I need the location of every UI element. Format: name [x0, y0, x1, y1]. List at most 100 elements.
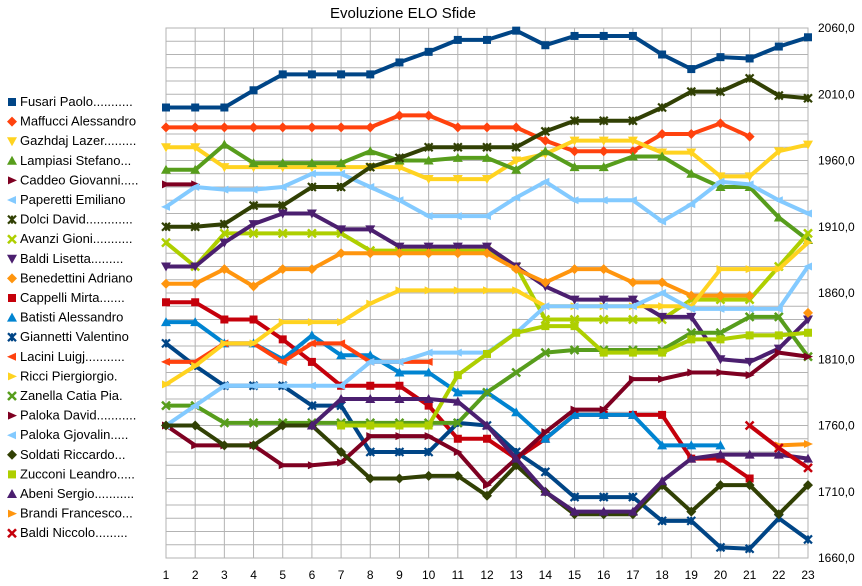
data-point — [745, 371, 755, 380]
data-point — [657, 129, 668, 139]
data-point — [599, 31, 608, 40]
y-tick-label: 2010,0 — [818, 87, 855, 101]
data-point — [540, 126, 551, 137]
data-point — [744, 420, 755, 431]
data-point — [161, 237, 171, 248]
data-point — [306, 209, 317, 219]
data-point — [803, 307, 813, 318]
legend-label: Zanella Catia Pia. — [20, 388, 123, 403]
data-point — [336, 394, 347, 403]
data-point — [512, 286, 522, 295]
data-point — [365, 162, 376, 172]
data-point — [570, 31, 579, 40]
data-point — [774, 90, 784, 101]
series-ricci-piergiorgio — [162, 238, 813, 389]
x-tick-label: 4 — [250, 568, 257, 582]
data-point — [394, 163, 405, 173]
data-point — [452, 242, 463, 252]
y-tick-label: 1860,0 — [818, 286, 855, 300]
data-point — [569, 506, 580, 516]
data-point — [744, 73, 755, 84]
data-point — [657, 516, 667, 526]
x-tick-label: 17 — [626, 568, 640, 582]
data-point — [190, 401, 200, 410]
data-point — [658, 302, 668, 311]
data-point — [803, 228, 813, 239]
legend-label: Baldi Niccolo......... — [20, 525, 128, 540]
data-point — [804, 328, 812, 337]
data-point — [628, 375, 638, 384]
legend-label: Batisti Alessandro — [20, 310, 123, 325]
data-point — [511, 453, 522, 463]
data-point — [337, 458, 347, 467]
data-point — [627, 136, 638, 146]
data-point — [336, 339, 346, 348]
legend-label: Brandi Francesco... — [20, 506, 133, 521]
data-point — [599, 348, 608, 357]
data-point — [570, 322, 579, 331]
data-point — [482, 387, 492, 398]
data-point — [190, 221, 200, 232]
data-point — [482, 242, 492, 252]
data-point — [277, 122, 288, 133]
data-point — [803, 140, 813, 150]
data-point — [744, 290, 755, 301]
data-point — [657, 312, 668, 322]
data-point — [716, 335, 725, 344]
data-point — [277, 228, 288, 239]
data-point — [277, 209, 288, 219]
data-point — [569, 345, 580, 355]
x-tick-label: 12 — [480, 568, 494, 582]
data-point — [482, 152, 492, 162]
data-point — [394, 447, 405, 457]
data-point — [627, 151, 638, 161]
series-abeni-sergio — [306, 394, 813, 516]
data-point — [161, 338, 171, 349]
data-point — [161, 164, 171, 174]
grid — [165, 27, 809, 559]
data-point — [219, 238, 230, 248]
data-point — [715, 182, 726, 191]
data-point — [161, 420, 171, 431]
legend-entry: Baldi Lisetta......... — [7, 251, 123, 266]
data-point — [190, 183, 200, 191]
legend-entry: Paloka Gjovalin..... — [7, 427, 128, 442]
legend-entry: Maffucci Alessandro — [7, 114, 136, 129]
data-point — [715, 118, 726, 129]
data-point — [569, 162, 580, 172]
data-point — [336, 225, 347, 235]
data-point — [511, 193, 521, 202]
data-point — [773, 212, 784, 222]
legend-label: Paloka Gjovalin..... — [20, 427, 128, 442]
legend-entry: Zucconi Leandro..... — [8, 466, 135, 481]
data-point — [248, 122, 259, 133]
data-point — [452, 396, 463, 406]
x-tick-label: 20 — [714, 568, 728, 582]
data-point — [365, 248, 376, 259]
legend-marker — [7, 431, 16, 440]
data-point — [336, 158, 347, 168]
data-point — [249, 315, 258, 324]
data-point — [804, 33, 812, 42]
data-point — [423, 142, 434, 153]
data-point — [452, 175, 463, 185]
series-line — [778, 442, 809, 448]
data-point — [219, 381, 229, 390]
data-point — [162, 180, 171, 189]
data-point — [307, 182, 317, 192]
data-point — [424, 401, 433, 410]
data-point — [453, 434, 462, 443]
data-point — [423, 155, 434, 165]
series-paperetti-emiliano — [161, 169, 812, 226]
data-point — [336, 350, 347, 360]
data-point — [190, 143, 201, 153]
legend-marker — [7, 137, 17, 147]
data-point — [687, 368, 697, 377]
data-point — [569, 409, 580, 419]
data-point — [804, 238, 813, 247]
data-point — [686, 129, 697, 139]
data-point — [745, 54, 754, 63]
data-point — [628, 348, 637, 357]
data-point — [452, 417, 463, 428]
data-point — [161, 400, 171, 411]
